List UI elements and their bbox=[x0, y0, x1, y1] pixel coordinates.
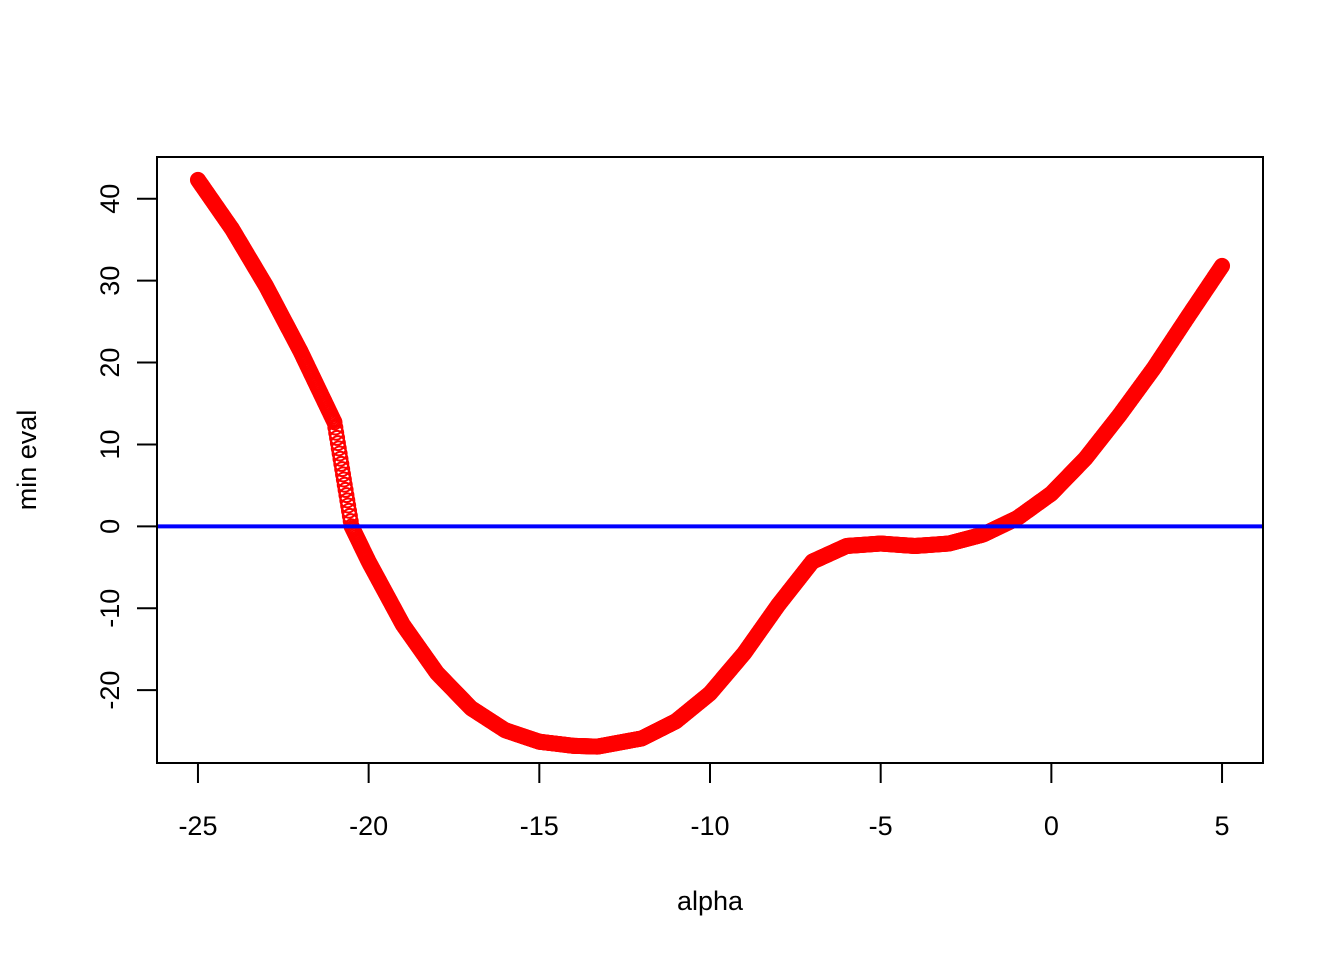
x-tick-label: -20 bbox=[349, 811, 388, 841]
data-point bbox=[340, 497, 357, 514]
x-axis-label: alpha bbox=[677, 886, 744, 916]
x-tick-label: -15 bbox=[520, 811, 559, 841]
plot-frame bbox=[156, 156, 1264, 764]
data-point bbox=[326, 414, 343, 431]
data-point bbox=[336, 476, 353, 493]
y-tick-label: -20 bbox=[95, 671, 125, 710]
x-tick-label: -5 bbox=[869, 811, 893, 841]
data-point bbox=[329, 429, 346, 446]
data-point bbox=[337, 481, 354, 498]
data-point bbox=[335, 466, 352, 483]
x-axis: -25 -20 -15 -10 -5 0 5 bbox=[178, 762, 1230, 841]
y-axis-label: min eval bbox=[12, 410, 42, 511]
data-point bbox=[331, 445, 348, 462]
data-point bbox=[327, 419, 344, 436]
data-point bbox=[329, 435, 346, 452]
data-point bbox=[338, 487, 355, 504]
y-tick-label: 40 bbox=[95, 184, 125, 214]
data-point bbox=[335, 471, 352, 488]
y-axis: -20 -10 0 10 20 30 40 bbox=[95, 184, 158, 710]
data-point bbox=[333, 455, 350, 472]
y-tick-label: 10 bbox=[95, 429, 125, 459]
y-tick-label: 20 bbox=[95, 348, 125, 378]
data-point bbox=[330, 440, 347, 457]
series-points bbox=[189, 171, 1231, 755]
x-tick-label: -10 bbox=[690, 811, 729, 841]
x-tick-label: 0 bbox=[1044, 811, 1059, 841]
x-tick-label: -25 bbox=[178, 811, 217, 841]
y-tick-label: 0 bbox=[95, 519, 125, 534]
y-tick-label: 30 bbox=[95, 266, 125, 296]
data-point bbox=[339, 492, 356, 509]
data-point bbox=[1214, 257, 1231, 274]
x-tick-label: 5 bbox=[1215, 811, 1230, 841]
data-point bbox=[328, 424, 345, 441]
data-point bbox=[334, 461, 351, 478]
data-point bbox=[332, 450, 349, 467]
data-point bbox=[341, 502, 358, 519]
y-tick-label: -10 bbox=[95, 589, 125, 628]
